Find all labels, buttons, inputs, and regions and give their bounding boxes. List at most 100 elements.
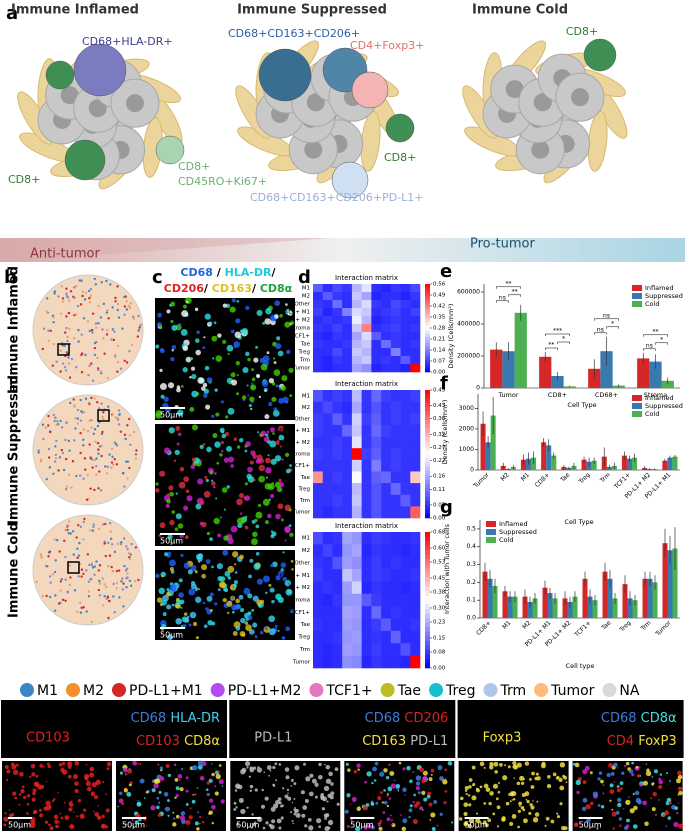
tissue-dot <box>130 343 134 347</box>
signal <box>258 464 266 472</box>
signal <box>166 499 171 504</box>
heatmap-cell <box>390 506 401 519</box>
tissue-dot <box>66 352 69 355</box>
tissue-dot <box>139 323 142 327</box>
signal <box>239 554 244 560</box>
signal <box>355 826 361 832</box>
signal <box>197 764 203 770</box>
y-tick-label: 0.4 <box>466 543 476 550</box>
bar <box>662 543 668 618</box>
stain-name: CD206 <box>164 282 205 295</box>
signal <box>535 772 539 776</box>
stain-name: CD68 <box>131 711 171 726</box>
tissue-dot <box>79 431 82 435</box>
signal <box>284 321 291 328</box>
significance-bracket <box>496 300 509 303</box>
tissue-dot <box>132 317 136 320</box>
signal <box>373 779 377 782</box>
signal <box>77 798 82 803</box>
heatmap-cell <box>351 448 362 461</box>
signal <box>18 792 22 796</box>
signal <box>518 801 523 806</box>
signal <box>347 768 351 772</box>
heatmap-cell <box>322 459 333 472</box>
signal <box>320 792 325 797</box>
signal <box>29 775 32 778</box>
heatmap-cell <box>410 364 421 373</box>
tissue-dot <box>81 290 85 293</box>
heatmap-cell <box>410 401 421 414</box>
signal <box>586 818 591 823</box>
signal <box>227 407 235 415</box>
heatmap-cell <box>313 506 324 519</box>
signal <box>346 824 350 829</box>
tissue-dot <box>128 555 131 559</box>
signal <box>209 537 213 542</box>
x-axis-label: Cell Type <box>564 518 593 526</box>
tissue-dot <box>93 397 96 400</box>
signal <box>250 826 253 829</box>
y-tick-label: 1000 <box>459 446 474 453</box>
signal <box>134 820 139 825</box>
colorbar-step <box>425 458 430 463</box>
heatmap-cell <box>351 556 362 570</box>
tissue-dot <box>128 557 132 561</box>
heatmap-cell <box>332 424 343 437</box>
tissue-dot <box>97 368 100 372</box>
bar <box>532 598 538 618</box>
tissue-dot <box>91 331 94 334</box>
signal <box>468 778 473 782</box>
colorbar-step <box>425 354 430 358</box>
signal <box>419 767 425 773</box>
tissue-dot <box>129 553 132 556</box>
signal <box>156 322 163 328</box>
signal <box>273 361 277 365</box>
tissue-dot <box>120 580 123 583</box>
tissue-dot <box>128 434 132 437</box>
tissue-dot <box>67 439 70 443</box>
heatmap-cell <box>361 581 372 595</box>
signal <box>245 441 251 447</box>
signal <box>326 800 329 803</box>
tissue-dot <box>63 344 66 348</box>
tissue-dot <box>71 530 75 533</box>
heatmap-cell <box>390 424 401 437</box>
signal <box>666 797 672 803</box>
colorbar-step <box>425 411 430 416</box>
tissue-dot <box>89 287 93 291</box>
signal <box>194 307 199 312</box>
tissue-dot <box>61 362 65 365</box>
heatmap-cell <box>351 401 362 414</box>
tissue-dot <box>109 530 112 533</box>
tissue-dot <box>74 284 78 288</box>
heatmap-cell <box>313 424 324 437</box>
tissue-dot <box>64 369 68 372</box>
tissue-dot <box>101 577 104 580</box>
signal <box>250 384 257 391</box>
stain-name: CD206 <box>404 711 448 726</box>
signal <box>402 767 406 771</box>
heatmap-cell <box>400 436 411 449</box>
signal <box>451 821 454 824</box>
signal <box>219 453 223 457</box>
tissue-dot <box>110 338 113 341</box>
signal <box>74 760 80 766</box>
signal <box>563 775 568 780</box>
tissue-dot <box>79 451 82 455</box>
tissue-dot <box>123 295 126 299</box>
tissue-dot <box>42 437 45 441</box>
signal <box>285 303 288 306</box>
signal <box>216 461 220 465</box>
bar <box>572 596 578 618</box>
tissue-dot <box>98 579 101 583</box>
legend-label: NA <box>619 683 639 699</box>
signal <box>239 329 244 333</box>
signal <box>185 776 189 780</box>
signal <box>31 772 36 777</box>
colorbar-step <box>425 496 430 502</box>
tissue-dot <box>49 430 52 434</box>
signal <box>202 601 206 605</box>
colorbar-tick-label: 0.14 <box>433 348 446 354</box>
tissue-dot <box>107 616 110 620</box>
signal <box>279 445 283 448</box>
